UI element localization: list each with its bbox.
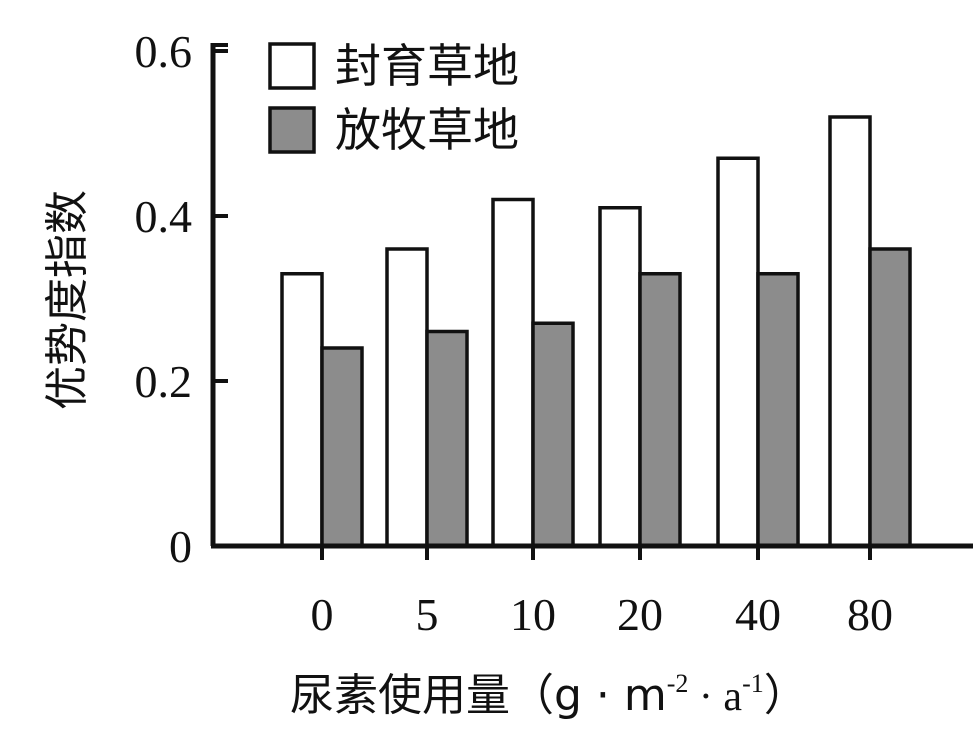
legend: 封育草地 放牧草地: [268, 39, 519, 157]
legend-label-enclosed: 封育草地: [335, 39, 519, 93]
x-axis-title: 尿素使用量（g · m-2 · a-1）: [290, 669, 808, 721]
x-tick-label: 80: [847, 589, 893, 640]
x-tick-label: 40: [735, 589, 781, 640]
axes-layer: [210, 43, 973, 549]
x-tick-label: 5: [416, 589, 439, 640]
y-tick-label: 0.4: [135, 191, 193, 242]
y-tick-label: 0.2: [135, 356, 193, 407]
legend-label-grazed: 放牧草地: [335, 103, 519, 157]
bars-layer: [280, 115, 912, 548]
y-axis-title: 优势度指数: [42, 190, 93, 410]
y-tick-label: 0: [169, 521, 192, 572]
bar-enclosed: [598, 206, 642, 548]
bar-enclosed: [491, 197, 535, 548]
x-axis-title-main: 尿素使用量（g · m: [290, 670, 667, 721]
x-tick-label: 20: [617, 589, 663, 640]
bar-enclosed: [280, 272, 324, 548]
x-tick-label: 10: [510, 589, 556, 640]
bar-grazed: [638, 272, 682, 548]
x-tick-label: 0: [311, 589, 334, 640]
x-axis-unit-a-exponent: -1: [742, 669, 764, 698]
x-axis-unit-m-exponent: -2: [667, 669, 689, 698]
x-axis-title-mid: · a: [688, 674, 742, 720]
y-ticks: 0 0.2 0.4 0.6: [135, 26, 228, 572]
y-tick-label: 0.6: [135, 26, 193, 77]
legend-swatch-grazed: [268, 106, 316, 154]
x-ticks: 0 5 10 20 40 80: [311, 546, 893, 640]
bar-enclosed: [828, 115, 872, 548]
bar-grazed: [531, 321, 575, 548]
legend-swatch-enclosed: [268, 42, 316, 90]
bar-grazed: [868, 247, 912, 548]
bar-enclosed: [716, 156, 760, 548]
bar-grazed: [425, 329, 469, 548]
bar-grazed: [320, 346, 364, 548]
bar-enclosed: [385, 247, 429, 548]
bar-grazed: [756, 272, 800, 548]
x-axis-title-close: ）: [764, 670, 808, 721]
